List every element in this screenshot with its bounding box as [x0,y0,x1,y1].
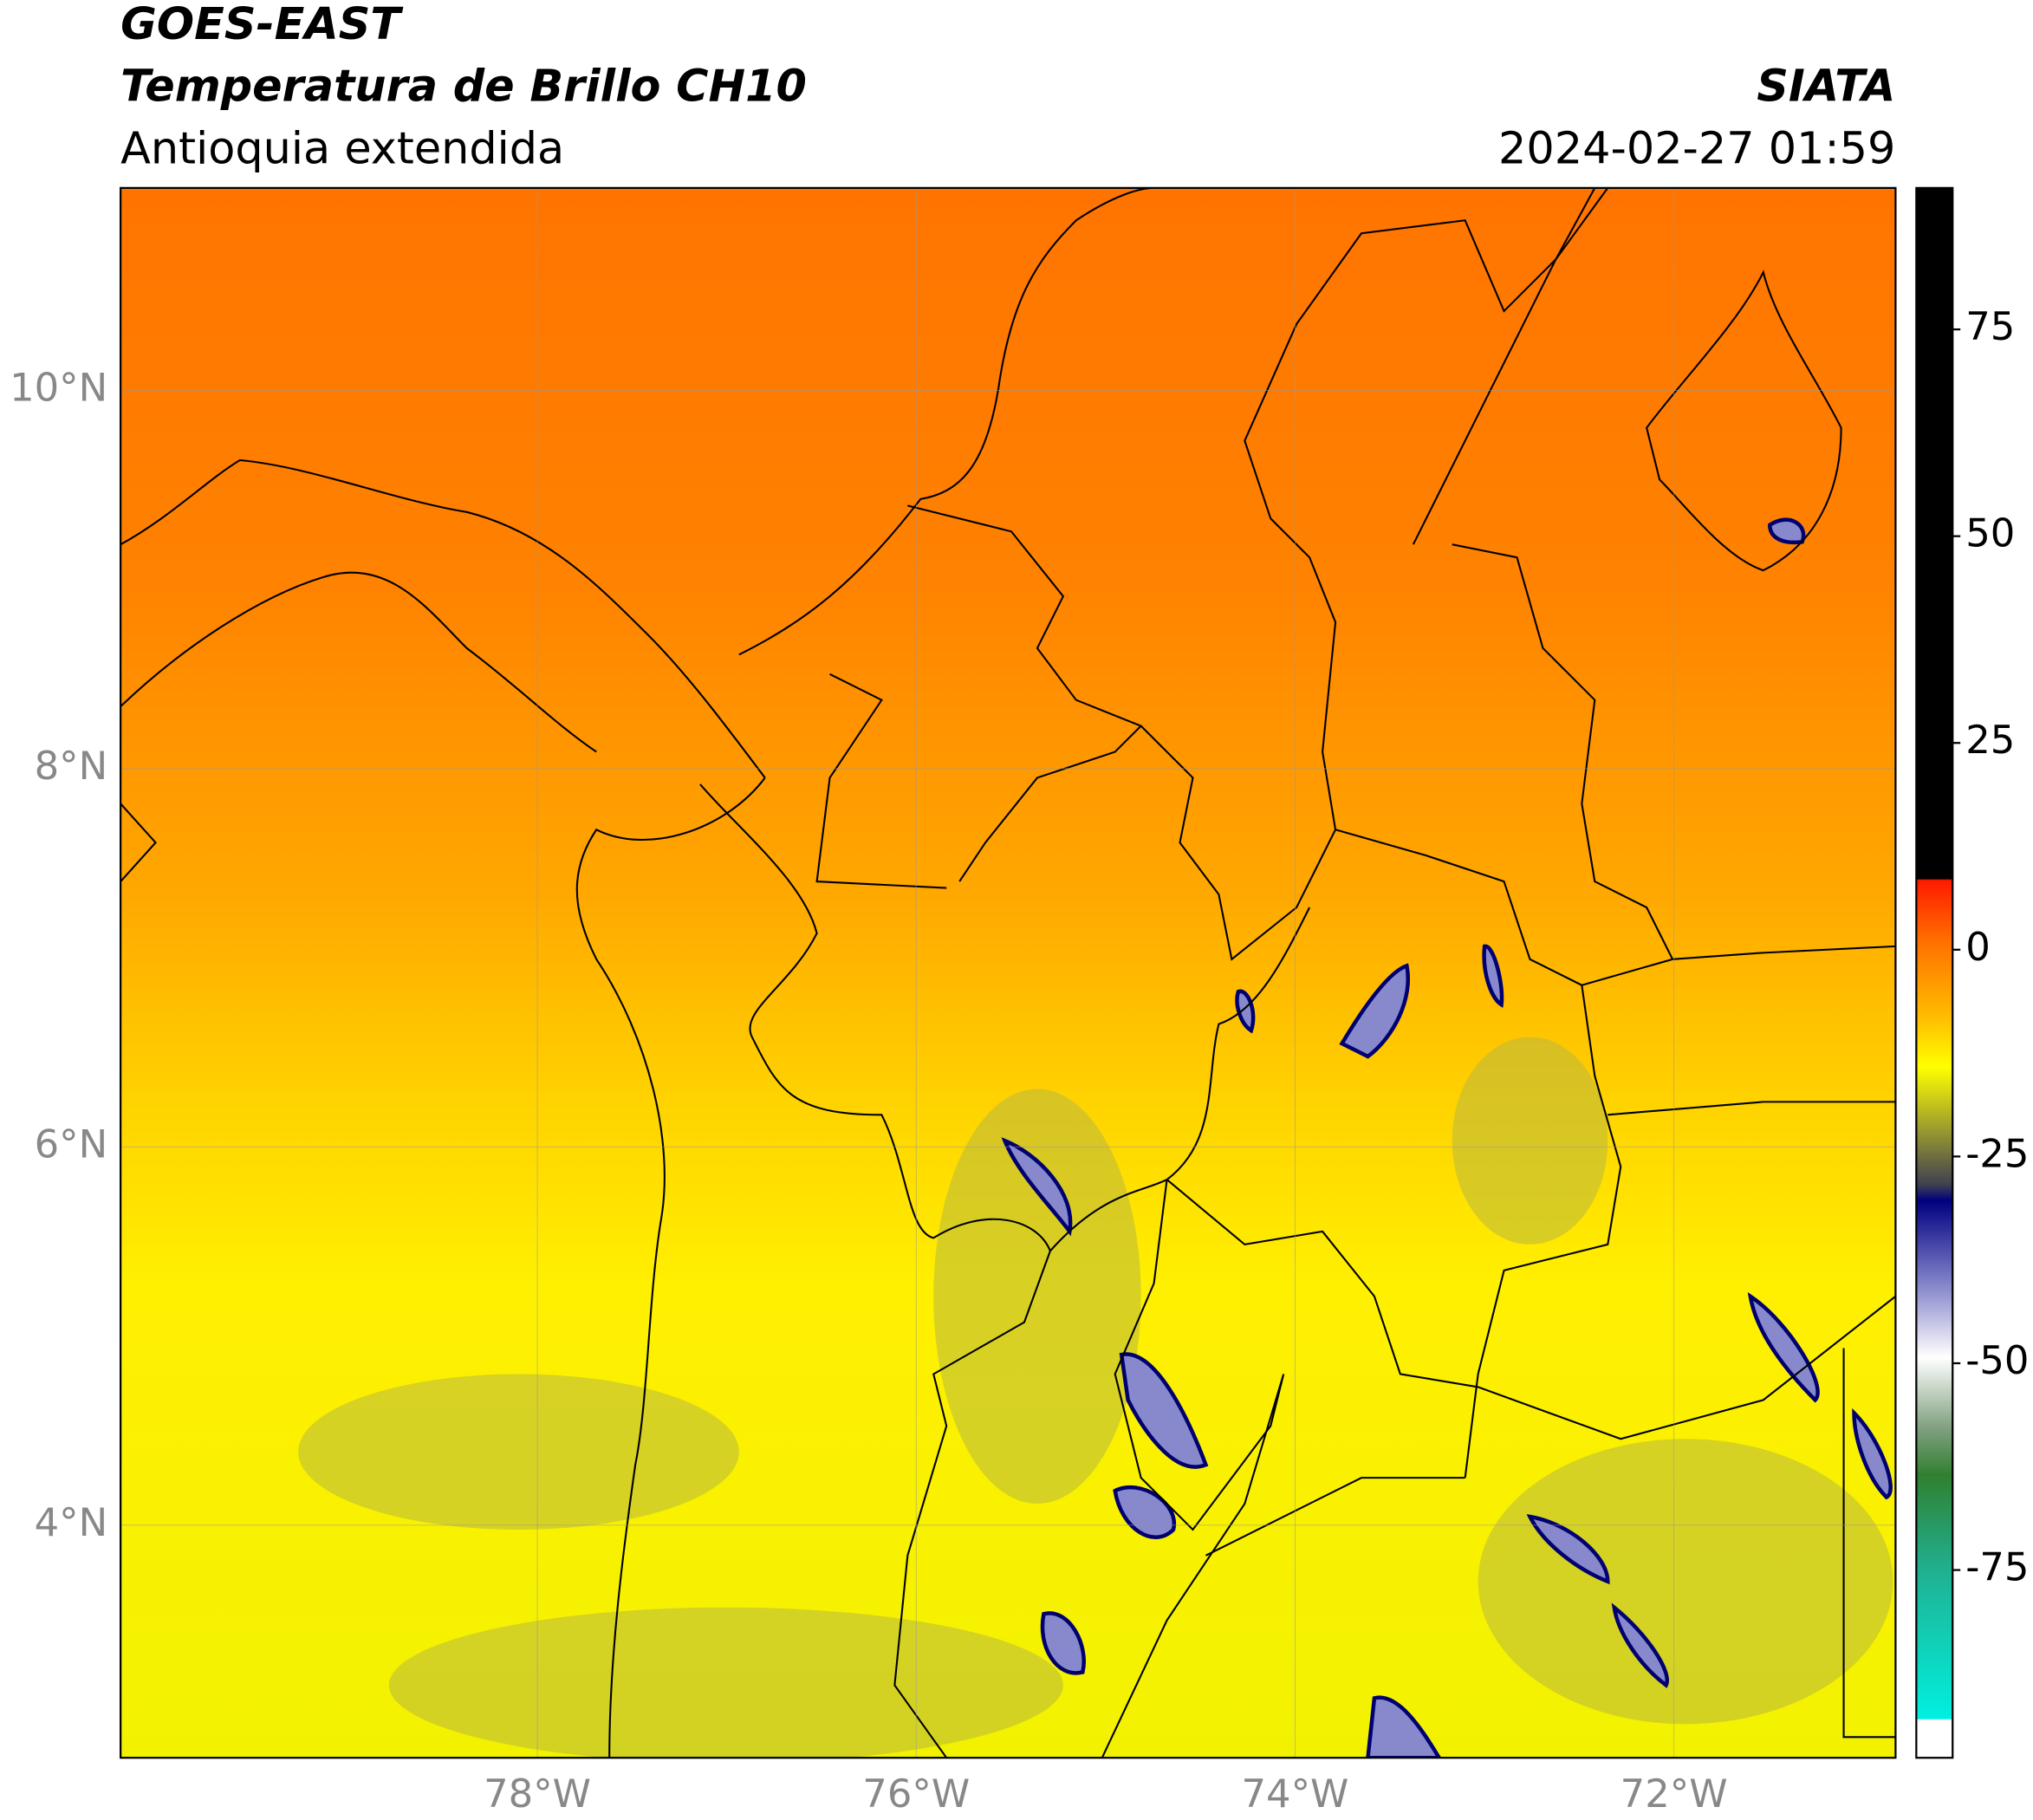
x-tick-label: 74°W [1242,1771,1349,1817]
colorbar-tick-label: -50 [1965,1337,2029,1383]
cold-areas [298,1037,1893,1758]
x-tick-label: 72°W [1621,1771,1728,1817]
colorbar-tick-label: 25 [1965,717,2015,763]
y-tick-label: 6°N [35,1121,108,1167]
y-tick-label: 4°N [35,1499,108,1545]
source: SIATA [1757,61,1895,112]
colorbar-tick-label: 75 [1965,303,2015,349]
x-tick-label: 76°W [862,1771,970,1817]
ticks: 78°W 76°W 74°W 72°W 10°N 8°N 6°N 4°N 75 50 25 0 -25 -… [10,303,2029,1817]
colorbar [1915,186,1954,1759]
subtitle: Temperatura de Brillo CH10 [120,61,807,112]
colorbar-tick-label: -25 [1965,1130,2029,1176]
colorbar-tick-label: -75 [1965,1544,2029,1590]
map [120,187,1896,1758]
title: GOES-EAST [120,0,404,49]
grid [120,187,1896,1758]
map-frame [120,186,1897,1759]
y-tick-label: 10°N [10,364,107,410]
colorbar-tick-label: 0 [1965,924,1991,970]
datetime: 2024-02-27 01:59 [1498,122,1895,173]
borders [120,187,1896,1758]
region: Antioquia extendida [120,122,564,173]
colorbar-tick-label: 50 [1965,510,2015,556]
y-tick-label: 8°N [35,743,108,789]
x-tick-label: 78°W [484,1771,591,1817]
